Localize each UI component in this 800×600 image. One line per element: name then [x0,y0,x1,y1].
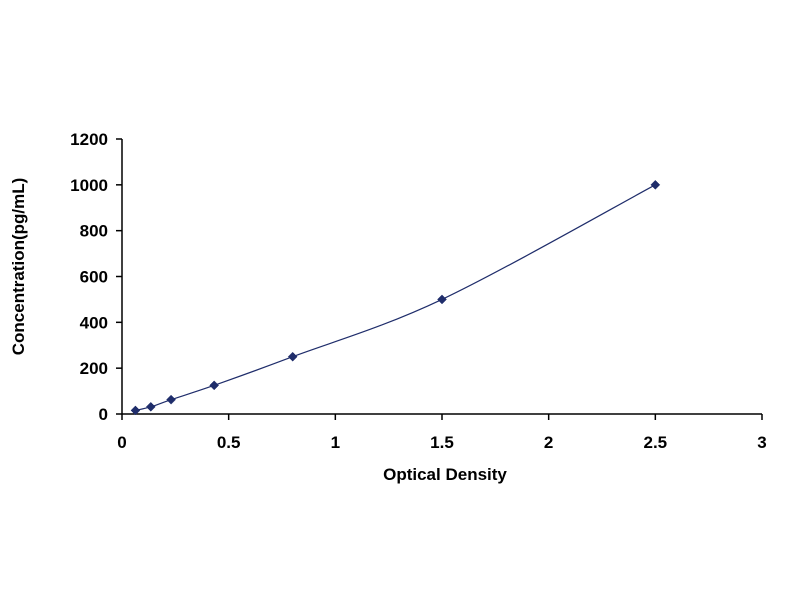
y-tick-label: 200 [80,359,108,378]
data-point-marker [145,401,156,412]
fit-curve [135,184,656,412]
x-tick-label: 1 [331,433,340,452]
data-point-marker [130,405,141,416]
data-point-marker [437,294,447,305]
axes [121,139,762,415]
y-tick-label: 1000 [70,176,108,195]
x-tick-label: 0.5 [217,433,241,452]
y-tick-label: 400 [80,313,108,332]
data-point-marker [166,394,176,405]
tick-labels: 0 0.5 1 1.5 2 2.5 3 0 200 400 600 800 1000 1200 [70,130,767,452]
data-point-marker [209,380,220,391]
y-tick-label: 600 [80,268,108,287]
tick-marks [116,138,763,420]
x-tick-label: 2.5 [644,433,668,452]
data-point-marker [287,351,298,362]
x-axis-title: Optical Density [383,465,507,484]
fit-curve-layer [135,184,656,412]
y-tick-label: 0 [99,405,108,424]
x-tick-label: 3 [757,433,766,452]
y-tick-label: 1200 [70,130,108,149]
x-tick-label: 0 [117,433,126,452]
data-points [130,179,661,416]
x-tick-label: 1.5 [430,433,454,452]
y-tick-label: 800 [80,222,108,241]
x-tick-label: 2 [544,433,553,452]
y-axis-title: Concentration(pg/mL) [9,178,28,356]
data-point-marker [650,179,661,190]
